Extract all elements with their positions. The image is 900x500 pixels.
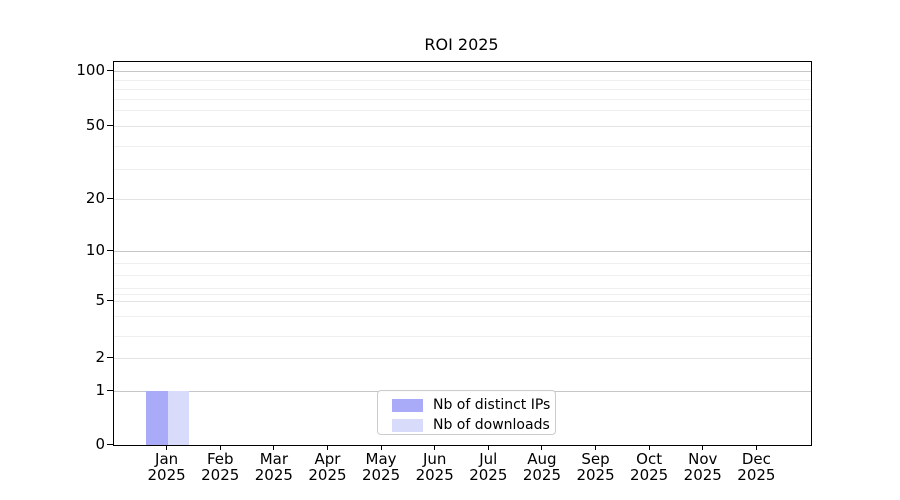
x-tick-label: Jan 2025: [147, 450, 186, 484]
x-axis-tick: [380, 445, 382, 450]
x-tick-label: Apr 2025: [308, 450, 347, 484]
x-axis-tick: [595, 445, 597, 450]
x-tick-label: Nov 2025: [683, 450, 722, 484]
x-axis-tick: [219, 445, 221, 450]
y-axis-tick: [107, 389, 113, 391]
x-axis-tick: [273, 445, 275, 450]
x-axis-tick: [648, 445, 650, 450]
y-tick-label: 10: [85, 241, 105, 259]
x-tick-label: Jun 2025: [415, 450, 454, 484]
y-axis-tick: [107, 70, 113, 71]
legend-label-downloads: Nb of downloads: [433, 416, 550, 433]
y-axis-tick: [107, 198, 113, 200]
major-gridline: [114, 126, 811, 128]
minor-gridline: [114, 168, 811, 170]
minor-gridline: [114, 88, 811, 90]
minor-gridline: [114, 79, 811, 81]
y-tick-label: 100: [76, 61, 105, 79]
legend-label-distinct-ips: Nb of distinct IPs: [433, 396, 551, 413]
minor-gridline: [114, 99, 811, 101]
legend-entry-downloads: Nb of downloads: [392, 416, 555, 434]
y-tick-label: 0: [95, 434, 105, 453]
minor-gridline: [114, 315, 811, 317]
bar-downloads: [167, 390, 190, 445]
y-tick-label: 1: [95, 380, 105, 399]
major-gridline: [114, 71, 811, 72]
legend: Nb of distinct IPs Nb of downloads: [377, 390, 556, 435]
minor-gridline: [114, 294, 811, 296]
x-tick-label: Jul 2025: [469, 450, 508, 484]
y-axis-tick: [107, 250, 113, 251]
minor-gridline: [114, 287, 811, 289]
x-axis-tick: [541, 445, 543, 450]
major-gridline: [114, 300, 811, 302]
minor-gridline: [114, 335, 811, 337]
x-tick-label: Aug 2025: [522, 450, 562, 484]
x-axis-tick: [434, 445, 436, 450]
y-axis-tick: [107, 443, 113, 445]
minor-gridline: [114, 109, 811, 111]
y-tick-label: 5: [95, 290, 105, 309]
minor-gridline: [114, 263, 811, 265]
minor-gridline: [114, 145, 811, 147]
minor-gridline: [114, 274, 811, 276]
legend-swatch-distinct-ips-icon: [392, 398, 423, 412]
x-tick-label: Oct 2025: [630, 450, 669, 484]
y-tick-label: 50: [85, 116, 105, 135]
major-gridline: [114, 251, 811, 252]
legend-swatch-downloads-icon: [392, 418, 423, 432]
x-axis-tick: [326, 445, 328, 450]
x-tick-label: Mar 2025: [254, 450, 293, 484]
x-tick-label: Dec 2025: [737, 450, 776, 484]
x-axis-tick: [166, 445, 168, 450]
x-axis-tick: [702, 445, 704, 450]
x-axis-tick: [487, 445, 489, 450]
chart-title: ROI 2025: [424, 35, 499, 54]
x-axis-tick: [755, 445, 757, 450]
y-axis-tick: [107, 357, 113, 359]
x-tick-label: Sep 2025: [576, 450, 615, 484]
y-tick-label: 2: [95, 348, 105, 367]
x-tick-label: May 2025: [361, 450, 401, 484]
legend-entry-distinct-ips: Nb of distinct IPs: [392, 396, 555, 414]
major-gridline: [114, 358, 811, 360]
plot-area: Nb of distinct IPs Nb of downloads: [113, 61, 812, 446]
y-axis-tick: [107, 299, 113, 301]
bar-distinct-ips: [146, 390, 168, 445]
y-tick-label: 20: [85, 189, 105, 208]
y-axis-tick: [107, 125, 113, 127]
x-tick-label: Feb 2025: [201, 450, 240, 484]
major-gridline: [114, 199, 811, 201]
